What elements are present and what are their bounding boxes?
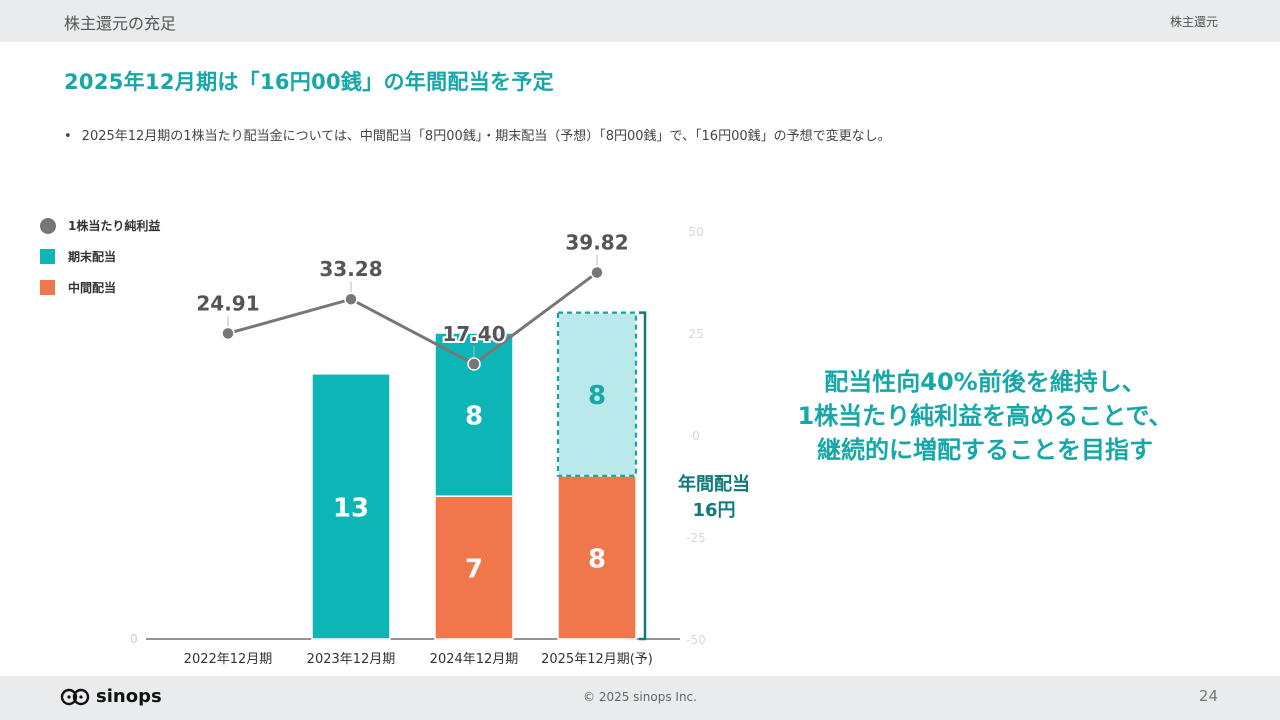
page-title: 2025年12月期は「16円00銭」の年間配当を予定 — [64, 70, 554, 94]
bar-year-end-dividend — [311, 373, 391, 640]
annual-dividend-label: 年間配当 16円 — [664, 472, 764, 524]
legend-label: 中間配当 — [68, 281, 117, 295]
x-axis-category-label: 2024年12月期 — [430, 652, 519, 667]
copyright: © 2025 sinops Inc. — [583, 690, 697, 704]
legend-item-interim-dividend: 中間配当 — [40, 272, 160, 303]
eps-point — [467, 357, 481, 371]
eps-value-label: 17.40 — [442, 322, 505, 346]
eps-point — [590, 265, 604, 280]
legend-label: 期末配当 — [68, 250, 117, 264]
eps-value-label: 33.28 — [319, 257, 382, 281]
chart-legend: 1株当たり純利益 期末配当 中間配当 — [40, 210, 160, 303]
sinops-logo-icon — [60, 688, 90, 705]
bar-value-label: 8 — [465, 402, 483, 432]
company-logo: sinops — [60, 686, 162, 707]
eps-point — [221, 326, 235, 341]
annual-dividend-value: 16円 — [692, 500, 736, 521]
right-axis-tick-label: 50 — [688, 225, 703, 239]
footer-bar — [0, 676, 1280, 720]
x-axis-category-label: 2022年12月期 — [184, 652, 273, 667]
right-axis-tick-label: -50 — [686, 633, 706, 647]
section-tag: 株主還元 — [1169, 15, 1218, 29]
right-axis-tick-label: 25 — [688, 327, 703, 341]
bullet-dot-icon: • — [64, 129, 72, 144]
bullet-text: 2025年12月期の1株当たり配当金については、中間配当「8円00銭」・期末配当… — [81, 129, 891, 144]
eps-value-label: 39.82 — [565, 231, 628, 255]
eps-value-label: 24.91 — [196, 291, 259, 315]
bar-forecast-outline — [556, 311, 638, 477]
legend-square-icon — [40, 249, 55, 264]
legend-square-icon — [40, 280, 55, 295]
x-axis-category-label: 2023年12月期 — [307, 652, 396, 667]
callout-line: 配当性向40%前後を維持し、 — [824, 368, 1146, 396]
eps-line — [227, 271, 598, 366]
left-axis-tick-label: 0 — [130, 632, 138, 646]
legend-item-year-end-dividend: 期末配当 — [40, 241, 160, 272]
bar-value-label: 7 — [465, 555, 483, 585]
bar-year-end-dividend — [557, 311, 637, 477]
top-bar — [0, 0, 1280, 42]
annual-dividend-title: 年間配当 — [678, 474, 750, 495]
bar-value-label: 8 — [588, 381, 606, 411]
right-axis-tick-label: -25 — [686, 531, 706, 545]
bar-interim-dividend — [557, 475, 637, 640]
bar-value-label: 13 — [333, 493, 369, 523]
logo-text: sinops — [96, 686, 162, 707]
callout-line: 継続的に増配することを目指す — [817, 436, 1153, 464]
right-axis-tick-label: 0 — [692, 429, 700, 443]
legend-item-eps: 1株当たり純利益 — [40, 210, 160, 241]
section-title: 株主還元の充足 — [64, 14, 177, 33]
eps-point — [344, 292, 358, 306]
legend-circle-icon — [40, 217, 56, 234]
callout-line: 1株当たり純利益を高めることで、 — [797, 402, 1173, 430]
x-axis-category-label: 2025年12月期(予) — [541, 652, 653, 667]
policy-callout: 配当性向40%前後を維持し、 1株当たり純利益を高めることで、 継続的に増配する… — [770, 365, 1200, 467]
bullet-item: • 2025年12月期の1株当たり配当金については、中間配当「8円00銭」・期末配… — [64, 125, 891, 144]
legend-label: 1株当たり純利益 — [68, 219, 161, 233]
page-number: 24 — [1198, 687, 1218, 705]
bar-value-label: 8 — [588, 544, 606, 574]
annual-dividend-bracket — [639, 311, 647, 641]
